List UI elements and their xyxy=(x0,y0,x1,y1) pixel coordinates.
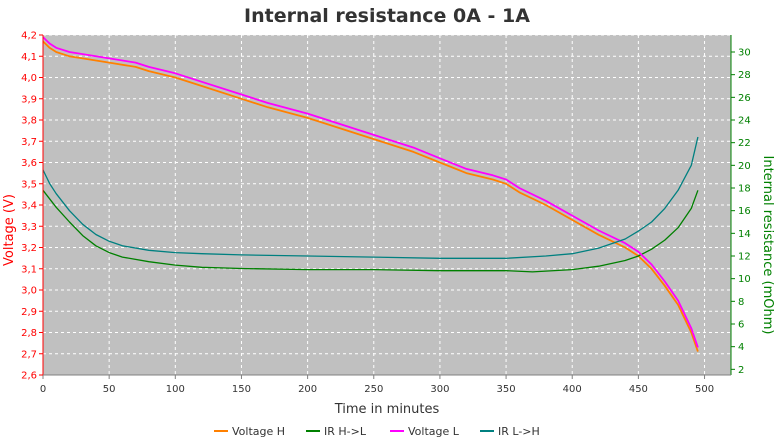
x-tick-label: 450 xyxy=(629,384,648,395)
chart-title: Internal resistance 0A - 1A xyxy=(244,5,530,27)
x-tick-label: 400 xyxy=(563,384,582,395)
y-left-tick-label: 3,4 xyxy=(21,201,37,212)
x-tick-label: 0 xyxy=(40,384,46,395)
y-right-tick-label: 16 xyxy=(738,206,751,217)
y-left-tick-label: 3,7 xyxy=(21,137,37,148)
y-right-tick-label: 18 xyxy=(738,184,751,195)
x-tick-label: 250 xyxy=(364,384,383,395)
y-left-tick-label: 3,6 xyxy=(21,158,37,169)
grid-lines xyxy=(42,34,731,376)
y-right-tick-label: 26 xyxy=(738,93,751,104)
x-tick-label: 150 xyxy=(232,384,251,395)
y-left-tick-label: 4,2 xyxy=(21,31,37,42)
y-right-tick-label: 2 xyxy=(738,365,744,376)
y-left-tick-label: 2,9 xyxy=(21,307,37,318)
y-right-tick-label: 20 xyxy=(738,161,751,172)
y-left-axis-label: Voltage (V) xyxy=(2,194,17,266)
y-left-tick-label: 3,8 xyxy=(21,116,37,127)
x-axis-label: Time in minutes xyxy=(334,402,440,417)
y-right-tick-label: 8 xyxy=(738,297,744,308)
y-left-tick-label: 4,0 xyxy=(21,73,37,84)
y-right-tick-label: 14 xyxy=(738,229,751,240)
y-right-axis-label: Internal resistance (mOhm) xyxy=(760,156,774,335)
y-left-tick-label: 3,9 xyxy=(21,94,37,105)
y-right-tick-label: 22 xyxy=(738,138,751,149)
y-right-tick-label: 24 xyxy=(738,116,751,127)
x-tick-label: 200 xyxy=(298,384,317,395)
x-tick-label: 50 xyxy=(103,384,116,395)
y-left-tick-label: 3,0 xyxy=(21,286,37,297)
y-right-tick-label: 10 xyxy=(738,274,751,285)
x-tick-label: 100 xyxy=(166,384,185,395)
x-tick-label: 300 xyxy=(430,384,449,395)
y-right-tick-label: 4 xyxy=(738,342,744,353)
series-line-voltage-l xyxy=(42,36,699,348)
y-right-tick-label: 30 xyxy=(738,48,751,59)
y-right-tick-label: 6 xyxy=(738,320,744,331)
y-right-tick-label: 12 xyxy=(738,252,751,263)
y-left-axis-ticks: 2,6 2,7 2,8 2,9 3,0 3,1 3,2 3,3 3,4 3,5 3,6 3,7 3,8 3… xyxy=(21,31,43,382)
legend: Voltage H IR H->L Voltage L IR L->H xyxy=(214,425,540,438)
legend-label-ir-l-h: IR L->H xyxy=(498,425,540,438)
y-left-tick-label: 2,8 xyxy=(21,328,37,339)
legend-label-voltage-l: Voltage L xyxy=(408,425,460,438)
y-left-tick-label: 3,1 xyxy=(21,264,37,275)
legend-label-ir-h-l: IR H->L xyxy=(324,425,367,438)
y-left-tick-label: 3,3 xyxy=(21,222,37,233)
y-left-tick-label: 2,7 xyxy=(21,349,37,360)
y-left-tick-label: 3,5 xyxy=(21,179,37,190)
x-axis-ticks: 0 50 100 150 200 250 300 350 400 450 500 xyxy=(40,375,714,395)
series-lines xyxy=(42,36,699,352)
y-left-tick-label: 4,1 xyxy=(21,52,37,63)
y-right-tick-label: 28 xyxy=(738,70,751,81)
legend-label-voltage-h: Voltage H xyxy=(232,425,285,438)
series-line-ir-l-h xyxy=(42,136,699,259)
y-left-tick-label: 2,6 xyxy=(21,371,37,382)
x-tick-label: 500 xyxy=(695,384,714,395)
x-tick-label: 350 xyxy=(497,384,516,395)
series-line-ir-h-l xyxy=(42,189,699,273)
y-left-tick-label: 3,2 xyxy=(21,243,37,254)
